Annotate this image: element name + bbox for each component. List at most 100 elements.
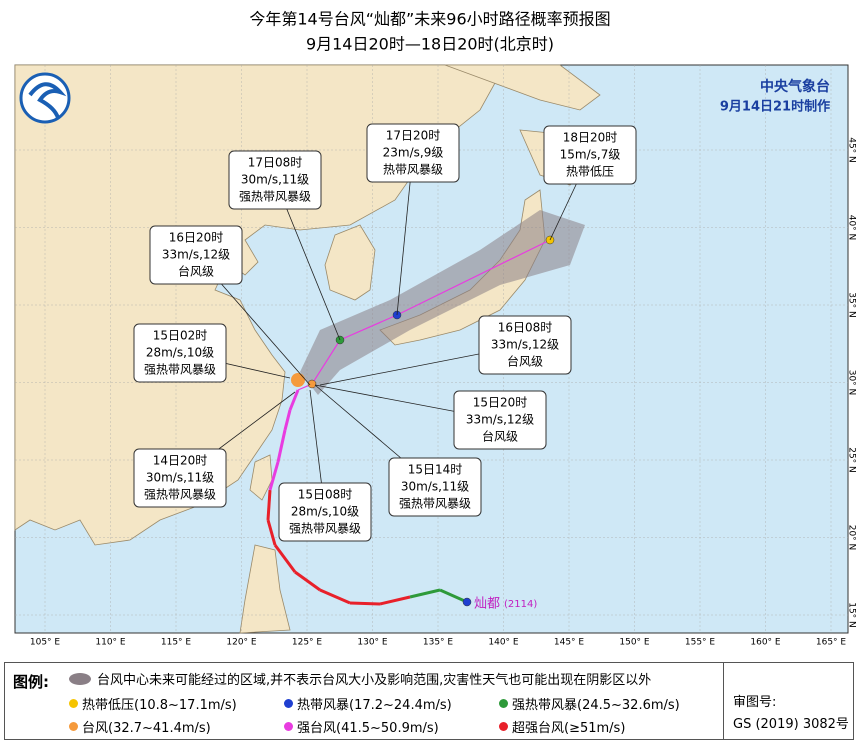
- lat-label: 20° N: [847, 525, 857, 551]
- track-point: [307, 379, 317, 389]
- divider: [723, 663, 724, 739]
- legend-dot: [284, 699, 293, 708]
- callout-level: 热带风暴级: [383, 163, 443, 177]
- lat-label: 15° N: [847, 602, 857, 628]
- legend-item: 超强台风(≥51m/s): [499, 717, 625, 736]
- legend-dot: [499, 722, 508, 731]
- legend-item: 热带风暴(17.2~24.4m/s): [284, 694, 452, 713]
- track-segment: [349, 601, 381, 606]
- track-segment: [266, 489, 272, 521]
- callout-wind: 30m/s,11级: [401, 480, 469, 494]
- lon-label: 145° E: [554, 638, 585, 648]
- callout-time: 18日20时: [563, 131, 618, 145]
- legend-item: 强台风(41.5~50.9m/s): [284, 717, 439, 736]
- callout-level: 强热带风暴级: [144, 363, 216, 377]
- callout-wind: 30m/s,11级: [146, 471, 214, 485]
- track-segment: [276, 429, 287, 463]
- legend-dot: [499, 699, 508, 708]
- legend: 图例: 台风中心未来可能经过的区域,并不表示台风大小及影响范围,灾害性天气也可能…: [4, 662, 854, 740]
- callout-level: 台风级: [178, 264, 214, 279]
- lon-label: 155° E: [685, 638, 716, 648]
- callout-box: [478, 315, 572, 375]
- callout-time: 16日08时: [498, 321, 553, 335]
- legend-dot: [284, 722, 293, 731]
- mainland: [14, 64, 506, 546]
- track: [266, 235, 555, 607]
- lat-label: 45° N: [847, 137, 857, 163]
- logo-mark: [28, 82, 67, 119]
- legend-item: 热带低压(10.8~17.1m/s): [69, 694, 237, 713]
- lat-label: 35° N: [847, 292, 857, 318]
- legend-label: 热带低压(10.8~17.1m/s): [82, 698, 237, 713]
- callout-time: 17日08时: [248, 156, 303, 170]
- callout-box: [543, 125, 637, 185]
- storm-name: 灿都: [474, 597, 500, 612]
- probability-cone: [300, 210, 585, 395]
- legend-label: 强台风(41.5~50.9m/s): [297, 721, 439, 736]
- approval-number: GS (2019) 3082号: [733, 717, 849, 732]
- callout-wind: 15m/s,7级: [560, 148, 621, 162]
- track-segment: [294, 570, 321, 592]
- callout-level: 强热带风暴级: [144, 488, 216, 502]
- philippines: [239, 544, 291, 634]
- callout-box: [278, 482, 372, 542]
- logo: [19, 72, 71, 124]
- legend-dot: [69, 699, 78, 708]
- callout-box: [388, 457, 482, 517]
- lon-label: 120° E: [226, 638, 257, 648]
- callout-time: 17日20时: [386, 129, 441, 143]
- lat-label: 40° N: [847, 215, 857, 241]
- legend-title: 图例:: [13, 673, 49, 691]
- callout-wind: 33m/s,12级: [162, 248, 230, 262]
- track-segment: [319, 588, 351, 605]
- legend-label: 强热带风暴(24.5~32.6m/s): [512, 698, 680, 713]
- lon-label: 165° E: [816, 638, 847, 648]
- callout-box: [133, 323, 227, 383]
- cone-text: 台风中心未来可能经过的区域,并不表示台风大小及影响范围,灾害性天气也可能出现在阴…: [97, 673, 652, 688]
- callout-level: 台风级: [507, 354, 543, 369]
- callout-wind: 33m/s,12级: [466, 413, 534, 427]
- callout-box: [366, 123, 460, 183]
- legend-item: 强热带风暴(24.5~32.6m/s): [499, 694, 680, 713]
- cone-swatch: [69, 672, 91, 685]
- legend-cone: 台风中心未来可能经过的区域,并不表示台风大小及影响范围,灾害性天气也可能出现在阴…: [69, 669, 651, 688]
- callout-time: 15日20时: [473, 396, 528, 410]
- lon-label: 125° E: [292, 638, 323, 648]
- callout-time: 16日20时: [169, 231, 224, 245]
- lon-label: 150° E: [619, 638, 650, 648]
- callout-box: [228, 150, 322, 210]
- lon-label: 135° E: [423, 638, 454, 648]
- lon-label: 105° E: [30, 638, 61, 648]
- legend-item: 台风(32.7~41.4m/s): [69, 717, 211, 736]
- legend-label: 超强台风(≥51m/s): [512, 721, 626, 736]
- storm-code: (2114): [504, 599, 537, 610]
- lon-label: 115° E: [161, 638, 192, 648]
- issued-time: 9月14日21时制作: [720, 99, 830, 115]
- taiwan: [249, 454, 273, 501]
- lon-label: 140° E: [488, 638, 519, 648]
- track-segment: [283, 409, 292, 431]
- lon-label: 160° E: [750, 638, 781, 648]
- track-point: [462, 597, 472, 607]
- korea: [324, 224, 376, 301]
- map: 今年第14号台风“灿都”未来96小时路径概率预报图 9月14日20时—18日20…: [14, 9, 857, 648]
- callout-wind: 33m/s,12级: [491, 338, 559, 352]
- far-east: [444, 64, 601, 111]
- legend-label: 热带风暴(17.2~24.4m/s): [297, 698, 452, 713]
- track-segment: [273, 544, 297, 573]
- legend-dot: [69, 722, 78, 731]
- legend-label: 台风(32.7~41.4m/s): [82, 721, 211, 736]
- track-segment: [379, 595, 411, 606]
- callout-level: 强热带风暴级: [239, 190, 311, 204]
- callout-wind: 28m/s,10级: [291, 505, 359, 519]
- callout-box: [149, 225, 243, 285]
- track-segment: [268, 461, 280, 491]
- subtitle: 9月14日20时—18日20时(北京时): [306, 35, 554, 54]
- callout-level: 台风级: [482, 429, 518, 444]
- agency-name: 中央气象台: [760, 78, 830, 95]
- callout-level: 强热带风暴级: [399, 497, 471, 511]
- lat-label: 25° N: [847, 447, 857, 473]
- callout-level: 强热带风暴级: [289, 522, 361, 536]
